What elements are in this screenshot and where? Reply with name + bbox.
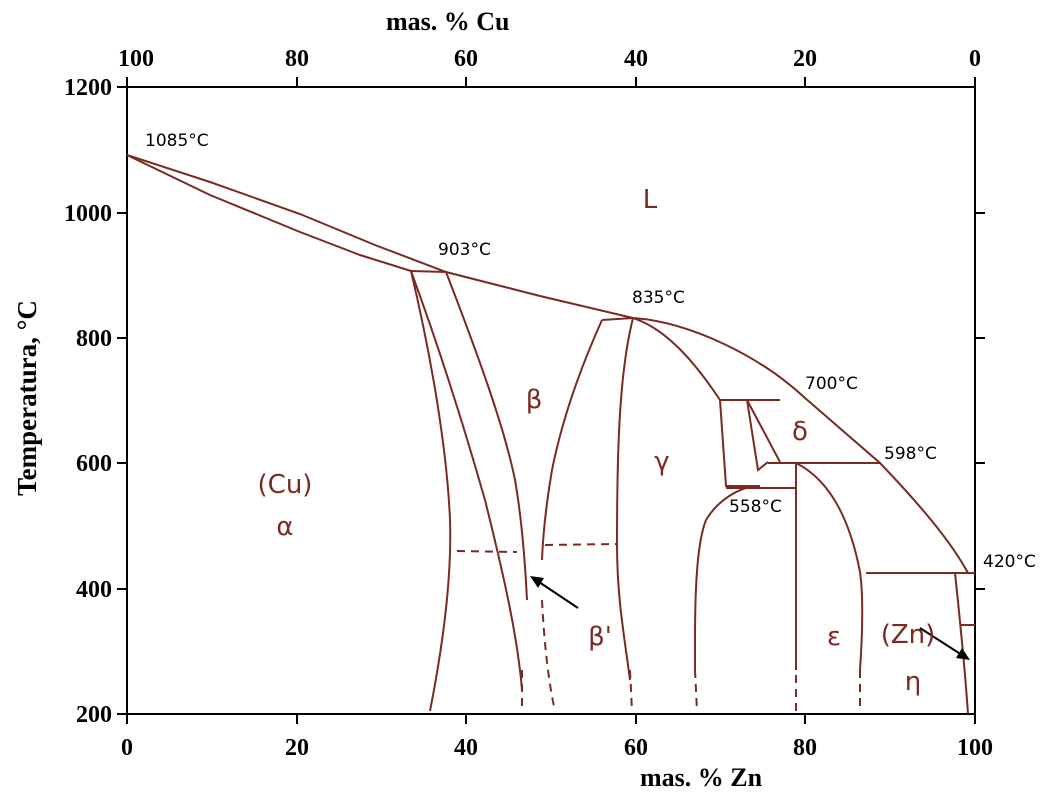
annotation-arrows: [530, 576, 970, 660]
gamma-right-boundary: [632, 317, 721, 401]
left-tick-label: 1200: [64, 75, 112, 101]
beta-prime-dash-low: [541, 599, 556, 712]
gamma-left-boundary: [615, 317, 634, 681]
phase-boundaries: [126, 154, 975, 715]
epsilon-right-line: [795, 462, 864, 671]
top-tick-label: 0: [969, 46, 981, 72]
delta-diag-line: [746, 399, 781, 463]
alpha-solvus-line: [410, 270, 523, 691]
plot-frame: [126, 86, 976, 715]
gamma-right-dash-low: [694, 669, 698, 712]
temp-598-label: 598°C: [884, 444, 937, 464]
top-tick-label: 100: [118, 46, 154, 72]
bottom-tick-label: 0: [121, 735, 133, 761]
gamma-phase-label: γ: [654, 447, 669, 477]
left-tick-label: 200: [76, 702, 112, 728]
bottom-tick-label: 20: [285, 735, 309, 761]
beta-left-boundary: [445, 271, 528, 601]
gamma-dash-low: [629, 669, 633, 712]
beta-prime-arrow: [535, 579, 579, 609]
top-tick-label: 20: [793, 46, 817, 72]
bottom-tick-label: 40: [454, 735, 478, 761]
beta-phase-label: β: [526, 385, 543, 415]
dashed-boundaries: [456, 543, 861, 712]
y-ticks: [117, 86, 985, 715]
temp-835-label: 835°C: [632, 288, 685, 308]
beta-prime-transition-right: [544, 543, 618, 546]
beta-prime-phase-label: β': [588, 622, 612, 652]
x-ticks: [126, 77, 976, 724]
zn-arrow: [919, 627, 963, 656]
left-axis-title: Temperatura, °C: [12, 300, 42, 496]
top-tick-label: 80: [285, 46, 309, 72]
temp-700-label: 700°C: [805, 374, 858, 394]
alpha-solidus-line: [126, 154, 412, 272]
top-axis-title: mas. % Cu: [386, 7, 510, 36]
liquid-phase-label: L: [643, 185, 658, 215]
zn-arrowhead: [956, 648, 970, 660]
bottom-axis-title: mas. % Zn: [640, 763, 763, 792]
left-tick-label: 400: [76, 577, 112, 603]
peritectic-835-line: [601, 317, 634, 321]
temp-903-label: 903°C: [438, 240, 491, 260]
epsilon-phase-label: ε: [827, 622, 841, 652]
liquidus-line: [126, 154, 969, 574]
left-tick-label: 600: [76, 451, 112, 477]
beta-right-boundary: [541, 319, 603, 561]
beta-prime-transition-left: [456, 550, 518, 553]
left-tick-label: 800: [76, 326, 112, 352]
eta-phase-label: η: [905, 667, 921, 697]
zn-solvus-line: [954, 572, 969, 715]
temp-558-label: 558°C: [729, 497, 782, 517]
delta-left-line: [746, 399, 769, 472]
gamma-right-lower: [694, 399, 761, 670]
temp-1085-label: 1085°C: [145, 131, 209, 151]
cu-phase-label: (Cu): [258, 470, 313, 500]
alpha-phase-label: α: [276, 512, 293, 542]
bottom-tick-label: 100: [957, 735, 993, 761]
top-tick-label: 60: [454, 46, 478, 72]
bottom-tick-label: 80: [793, 735, 817, 761]
zn-phase-label: (Zn): [881, 620, 936, 650]
top-tick-label: 40: [624, 46, 648, 72]
peritectic-903-line: [410, 270, 447, 273]
delta-phase-label: δ: [792, 417, 808, 447]
bottom-tick-label: 60: [624, 735, 648, 761]
temp-420-label: 420°C: [983, 552, 1036, 572]
left-tick-label: 1000: [64, 201, 112, 227]
alpha-left-lower-line: [410, 270, 452, 712]
beta-prime-arrowhead: [530, 576, 544, 588]
